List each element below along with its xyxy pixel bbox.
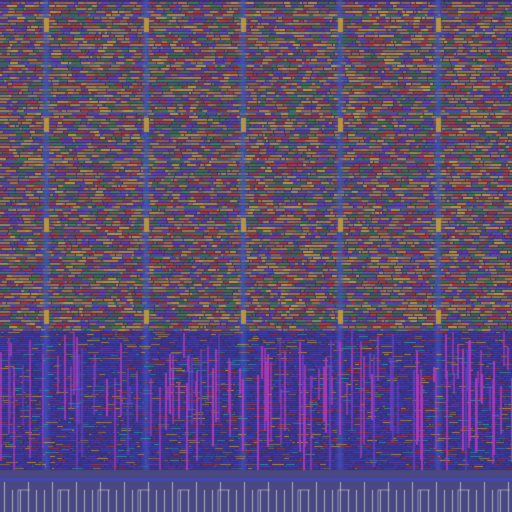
chip-layout-view	[0, 0, 512, 512]
layout-canvas	[0, 0, 512, 512]
